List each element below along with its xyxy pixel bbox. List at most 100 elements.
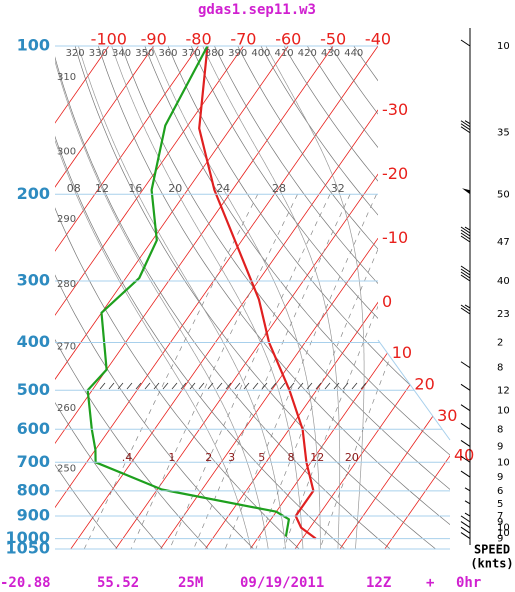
dry-adiabat-label: 300 xyxy=(57,147,76,158)
barb-feather xyxy=(460,120,471,128)
barb-half xyxy=(464,120,471,125)
wind-barb xyxy=(460,455,471,463)
isotherm xyxy=(55,46,155,549)
footer-date: 09/19/2011 xyxy=(240,575,324,591)
x-tick-label: -60 xyxy=(275,30,301,49)
hatch xyxy=(207,382,214,390)
hatch xyxy=(342,382,349,390)
barb-flag xyxy=(462,188,470,195)
mixing-ratio-line xyxy=(224,194,377,549)
hatch xyxy=(288,382,295,390)
x-tick-label: -100 xyxy=(91,30,127,49)
dry-adiabat xyxy=(353,46,450,549)
hatch xyxy=(315,382,322,390)
plot-area xyxy=(55,46,450,549)
x-tick-label: 20 xyxy=(414,375,434,394)
wind-speed-label: 10 xyxy=(497,528,510,539)
hatch xyxy=(324,382,331,390)
hatch xyxy=(225,382,232,390)
barb-half xyxy=(464,512,471,517)
wind-barb xyxy=(460,265,471,282)
y-tick-label: 700 xyxy=(17,452,50,471)
wind-barb xyxy=(460,383,471,391)
barb-feather xyxy=(460,422,471,430)
hatch xyxy=(162,382,169,390)
dry-adiabat xyxy=(167,46,450,549)
x-tick-label: -50 xyxy=(320,30,346,49)
moist-adiabat xyxy=(55,46,252,549)
hatch xyxy=(252,382,259,390)
wind-barb xyxy=(460,304,471,315)
wind-speed-label: 7 xyxy=(497,511,503,522)
isotherm xyxy=(55,46,244,549)
barb-feather xyxy=(460,268,471,276)
isotherm xyxy=(160,46,450,549)
mixing-ratio-label: 2 xyxy=(205,451,212,464)
dry-adiabat xyxy=(55,46,391,549)
wind-barb xyxy=(460,120,471,134)
dry-adiabat-label: 260 xyxy=(57,403,76,414)
barb-feather xyxy=(460,439,471,447)
barb-feather xyxy=(460,307,471,315)
dry-adiabat-label: 280 xyxy=(57,279,76,290)
wind-speed-label: 35 xyxy=(497,128,510,139)
isotherm xyxy=(55,46,334,549)
dry-adiabat xyxy=(55,46,163,549)
hatch xyxy=(261,382,268,390)
moist-adiabat-label: 20 xyxy=(168,182,182,195)
overlay: 10020030040050060070080090010001050-100-… xyxy=(5,30,509,558)
barb-feather xyxy=(460,532,471,539)
y-tick-label: 500 xyxy=(17,380,50,399)
isotherm xyxy=(55,46,289,549)
mixing-ratio-line xyxy=(83,194,259,549)
dry-adiabat xyxy=(55,46,209,549)
dry-adiabat-label: 390 xyxy=(228,48,247,59)
hatch xyxy=(198,382,205,390)
dry-adiabat-label: 330 xyxy=(89,48,108,59)
mixing-ratio-label: 3 xyxy=(228,451,235,464)
moist-adiabat-label: 08 xyxy=(67,182,81,195)
wind-barb xyxy=(460,521,471,529)
wind-speed-label: 50 xyxy=(497,189,510,200)
x-tick-label: -80 xyxy=(185,30,211,49)
moist-adiabat xyxy=(78,46,286,549)
y-tick-label: 1050 xyxy=(5,539,50,558)
mixing-ratio-label: 12 xyxy=(310,451,324,464)
plot-border xyxy=(377,339,451,441)
dry-adiabat xyxy=(121,46,450,549)
mixing-ratio-line xyxy=(169,194,331,549)
wind-barb xyxy=(460,361,471,369)
wind-barb xyxy=(460,515,471,523)
barb-feather xyxy=(460,526,471,534)
wind-speed-label: 9 xyxy=(497,441,503,452)
wind-speed-label: 23 xyxy=(497,309,510,320)
hatch xyxy=(99,382,106,390)
hatch xyxy=(306,382,313,390)
barb-feather xyxy=(460,235,471,243)
moist-adiabat-label: 24 xyxy=(216,182,230,195)
moist-adiabat xyxy=(55,46,269,549)
hatch xyxy=(189,382,196,390)
isotherm xyxy=(339,46,450,549)
mixing-ratio-label: .4 xyxy=(122,451,133,464)
wind-speed-label: 8 xyxy=(497,363,503,374)
hatch xyxy=(144,382,151,390)
footer-hour: 12Z xyxy=(366,575,391,591)
dry-adiabat xyxy=(97,46,450,549)
barb-feather xyxy=(460,226,471,234)
barb-feather xyxy=(460,229,471,237)
dry-adiabat xyxy=(144,46,450,549)
wind-barb xyxy=(460,422,471,430)
y-tick-label: 300 xyxy=(17,271,50,290)
y-tick-label: 800 xyxy=(17,480,50,499)
dry-adiabat xyxy=(283,46,450,549)
barb-feather xyxy=(460,274,471,282)
wind-speed-label: 40 xyxy=(497,276,510,287)
x-tick-label: 40 xyxy=(454,446,474,465)
isotherm xyxy=(294,46,450,549)
barb-feather xyxy=(460,123,471,131)
wind-unit: (knts) xyxy=(470,557,513,571)
barb-feather xyxy=(460,265,471,273)
y-tick-label: 200 xyxy=(17,184,50,203)
